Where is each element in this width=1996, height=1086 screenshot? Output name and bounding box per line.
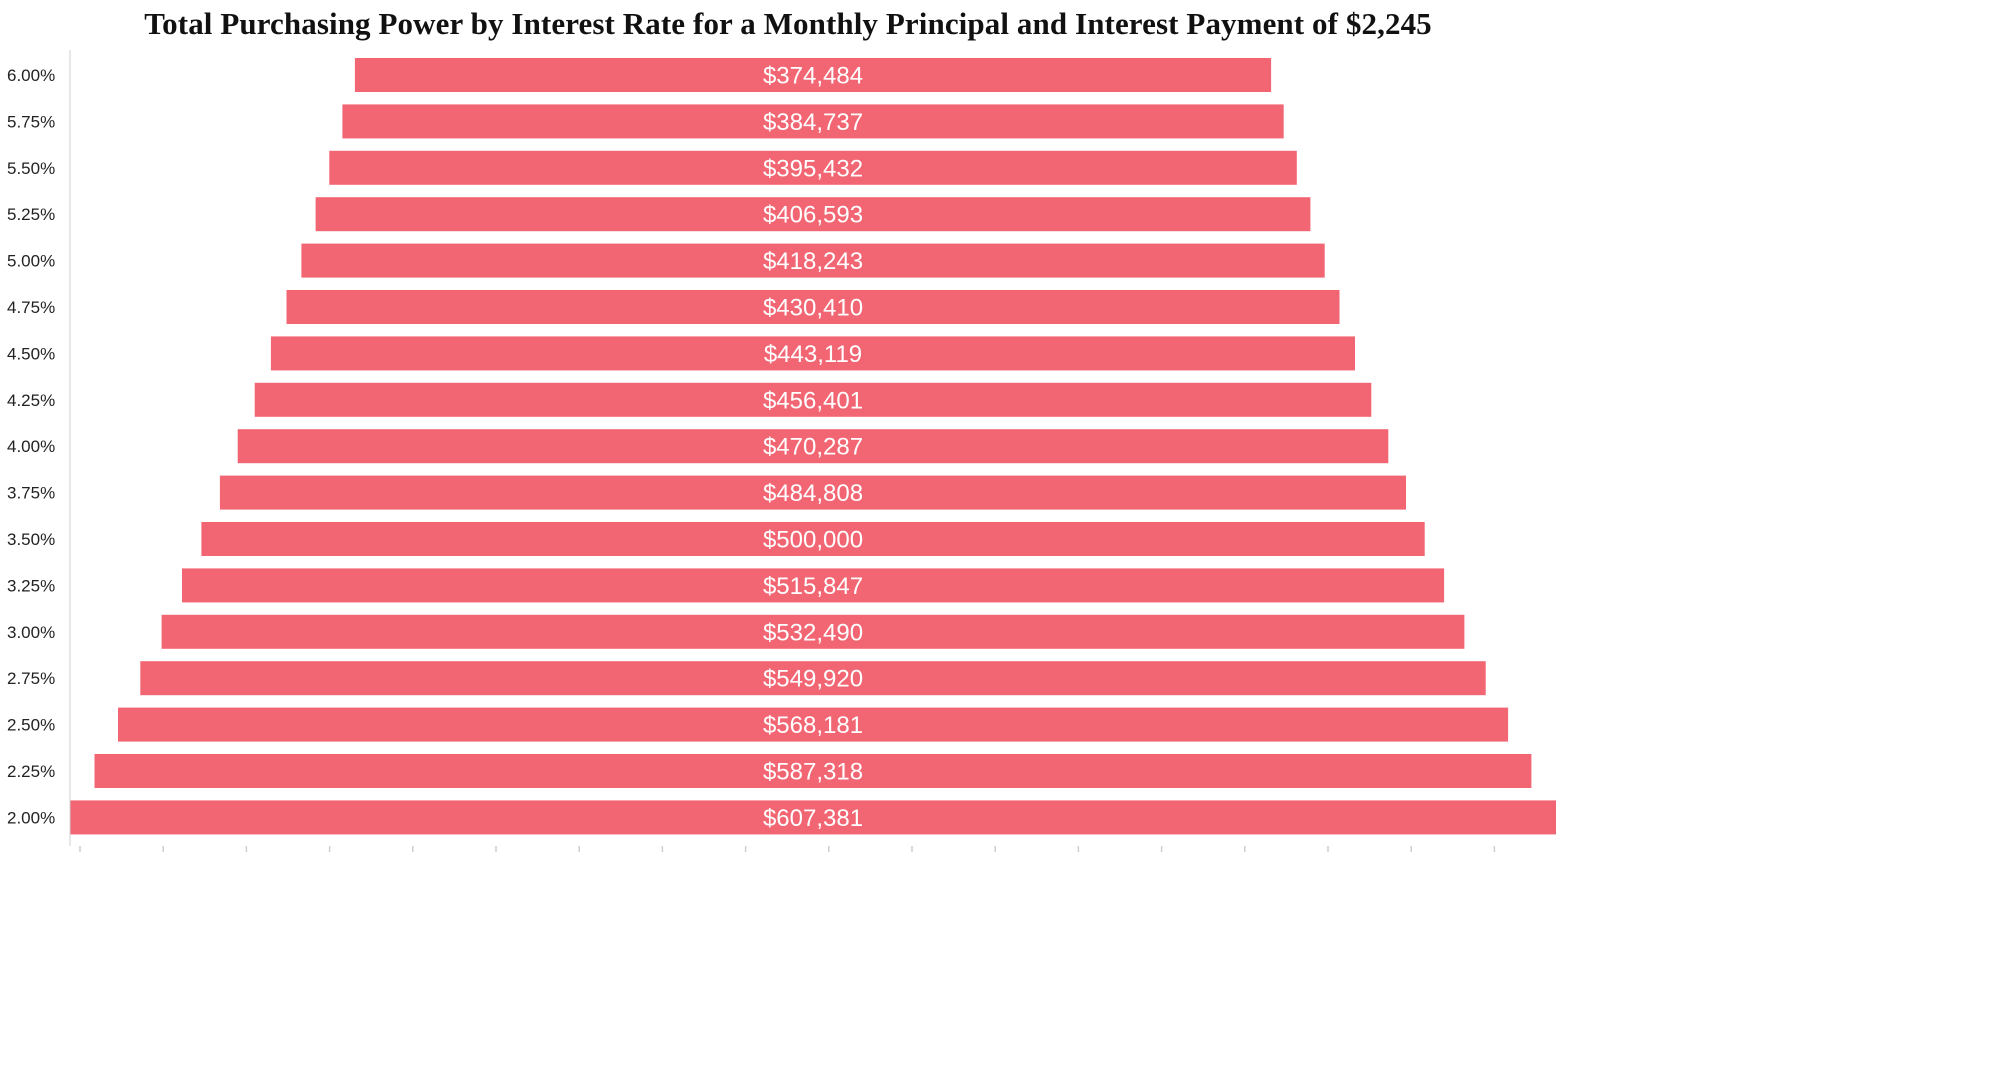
y-tick-label: 5.00%: [7, 252, 55, 271]
x-axis: [69, 50, 1496, 852]
y-tick-label: 3.00%: [7, 623, 55, 642]
bar: [70, 800, 1556, 835]
bar: [237, 429, 1389, 464]
y-tick-label: 4.00%: [7, 437, 55, 456]
bar-value-label: $484,808: [763, 480, 863, 507]
y-tick-label: 4.75%: [7, 298, 55, 317]
bar: [254, 382, 1372, 417]
bar-value-label: $532,490: [763, 619, 863, 646]
bar: [201, 522, 1425, 556]
y-tick-label: 4.25%: [7, 391, 55, 410]
bar: [118, 707, 1509, 742]
y-tick-label: 2.25%: [7, 762, 55, 781]
bar: [140, 661, 1486, 696]
bar: [219, 475, 1406, 510]
bar-value-label: $430,410: [763, 295, 863, 322]
y-axis-labels: 6.00% 5.75% 5.50% 5.25% 5.00% 4.75% 4.50% 4.25%…: [7, 66, 55, 827]
bar-value-label: $568,181: [763, 712, 863, 739]
bar-value-label: $470,287: [763, 434, 863, 461]
bar-value-label: $384,737: [763, 109, 863, 136]
bar: [270, 336, 1355, 371]
bar-value-label: $418,243: [763, 248, 863, 275]
bar: [354, 58, 1272, 92]
bar-value-label: $374,484: [763, 63, 863, 90]
bar: [329, 150, 1297, 185]
y-tick-label: 3.50%: [7, 530, 55, 549]
y-tick-label: 2.75%: [7, 669, 55, 688]
y-tick-label: 2.50%: [7, 716, 55, 735]
bar: [286, 290, 1340, 324]
bar: [315, 197, 1311, 232]
bar: [161, 614, 1465, 649]
y-tick-label: 3.75%: [7, 484, 55, 503]
y-tick-label: 3.25%: [7, 576, 55, 595]
y-tick-label: 2.00%: [7, 808, 55, 827]
bar: [182, 568, 1445, 603]
bar-value-label: $515,847: [763, 573, 863, 600]
bar-value-label: $443,119: [764, 341, 862, 368]
bar-value-label: $607,381: [763, 805, 863, 832]
bar: [94, 754, 1532, 788]
bar: [342, 104, 1284, 139]
bar-value-label: $395,432: [763, 155, 863, 182]
bar-value-label: $549,920: [763, 666, 863, 693]
bar-value-label: $456,401: [763, 387, 863, 414]
y-tick-label: 6.00%: [7, 66, 55, 85]
y-tick-label: 5.75%: [7, 112, 55, 131]
bar-value-label: $587,318: [763, 759, 863, 786]
bar: [301, 243, 1325, 278]
bars-layer: $374,484 $384,737 $395,432 $406,593 $418,243…: [70, 58, 1556, 835]
chart-title: Total Purchasing Power by Interest Rate …: [144, 6, 1432, 41]
y-tick-label: 4.50%: [7, 344, 55, 363]
bar-value-label: $406,593: [763, 202, 863, 229]
bar-value-label: $500,000: [763, 527, 863, 554]
y-tick-label: 5.50%: [7, 159, 55, 178]
y-tick-label: 5.25%: [7, 205, 55, 224]
